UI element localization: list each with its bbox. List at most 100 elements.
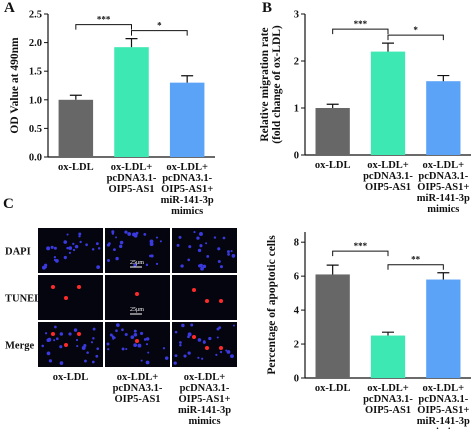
nucleus [85,243,88,247]
nucleus [190,323,194,327]
row-label: TUNEL [5,294,41,305]
significance-label: *** [354,19,368,29]
nucleus [215,353,218,356]
nucleus [140,359,143,362]
nucleus [72,248,76,252]
panel-label: C [3,196,14,212]
nucleus [149,239,154,244]
nucleus [113,248,116,252]
nucleus [46,351,51,356]
nucleus [125,347,128,351]
significance-label: *** [97,15,111,25]
nucleus [226,350,231,354]
y-tick-label: 1.0 [29,95,42,106]
bar [370,335,406,378]
significance-bracket [332,250,389,257]
tunel-cell [51,285,55,289]
x-tick-label: ox-LDL+ pcDNA3.1-OIP5-AS1 [107,162,157,195]
nucleus [178,235,182,239]
nucleus [197,338,202,342]
error-bar [125,37,138,48]
tunel-cell [192,335,196,339]
tunel-cell [77,332,81,336]
nucleus [91,248,95,251]
nucleus [179,344,182,347]
column-label: ox-LDL [53,372,89,383]
nucleus [159,240,162,243]
nucleus [107,348,110,351]
nucleus [232,324,235,327]
nucleus [53,256,57,259]
nucleus [115,329,118,333]
y-tick-label: 1 [294,104,299,115]
tunel-cell [135,292,139,296]
nucleus [205,242,208,245]
nucleus [135,232,139,235]
x-tick-label: ox-LDL+ pcDNA3.1-OIP5-AS1 [363,160,413,193]
column-label: ox-LDL+ pcDNA3.1-OIP5-AS1+ miR-141-3p mimic… [178,372,231,427]
nucleus [91,360,95,364]
nucleus [145,337,150,341]
error-bar [326,103,339,108]
nucleus [53,339,56,342]
nucleus [92,337,95,340]
bar [315,274,350,378]
nucleus [155,236,159,239]
panel-label: A [4,0,15,16]
column-label: ox-LDL+ pcDNA3.1-OIP5-AS1 [113,372,163,405]
nucleus [107,259,110,262]
nucleus [119,244,123,249]
nucleus [115,256,119,261]
error-bar [382,331,394,336]
micrograph [105,322,170,367]
bar [426,81,461,155]
nucleus [90,341,94,344]
nucleus [198,264,202,268]
nucleus [140,331,144,335]
x-tick-label: ox-LDL [58,162,94,173]
nucleus [96,265,100,270]
nucleus [119,240,124,245]
tunel-cell [219,299,223,303]
error-bar [181,75,194,83]
significance-label: * [157,21,162,31]
significance-label: *** [354,241,368,251]
nucleus [68,332,72,336]
y-axis-label: Relative migration rate(fold change of o… [259,25,283,144]
tunel-cell [135,339,139,343]
row-label: DAPI [5,247,31,258]
nucleus [222,236,226,240]
nucleus [202,340,206,344]
nucleus [44,332,48,335]
y-tick-label: 0.5 [29,124,42,135]
nucleus [115,236,118,239]
nucleus [187,332,192,337]
nucleus [213,236,217,239]
significance-bracket [332,28,389,35]
x-tick-label: ox-LDL+pcDNA3.1-OIP5-AS1+miR-141-3pmimic… [417,383,470,429]
nucleus [143,338,147,341]
micrograph [172,322,237,367]
micrograph [172,275,237,320]
nucleus [187,258,191,262]
nucleus [180,264,184,268]
nucleus [63,240,68,244]
y-tick-label: 4 [294,306,300,317]
nucleus [59,361,64,365]
nucleus [130,335,135,340]
y-tick-label: 2 [294,57,299,68]
nucleus [97,247,101,250]
nucleus [143,232,147,236]
scale-label: 25μm [130,260,144,266]
nucleus [225,349,228,352]
significance-bracket [387,34,444,41]
nucleus [73,328,78,332]
nucleus [59,332,64,336]
nucleus [111,230,115,234]
nucleus [219,265,223,269]
nucleus [206,255,210,258]
nucleus [176,243,180,247]
tunel-cell [64,343,68,347]
